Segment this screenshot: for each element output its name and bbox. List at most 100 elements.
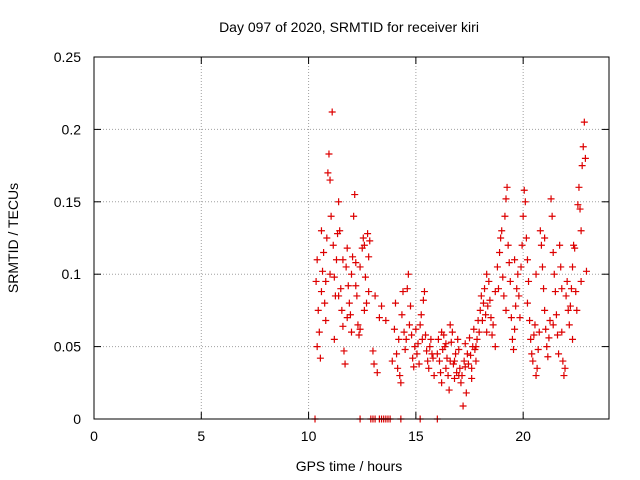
data-point (512, 302, 520, 310)
data-point (525, 277, 533, 285)
data-point (339, 322, 347, 330)
data-point (580, 118, 588, 126)
data-point (402, 335, 410, 343)
data-point (336, 227, 344, 235)
data-point (534, 345, 542, 353)
data-point (343, 244, 351, 252)
data-point (395, 335, 403, 343)
chart-title: Day 097 of 2020, SRMTID for receiver kir… (219, 19, 479, 35)
data-point (561, 364, 569, 372)
data-point (425, 364, 433, 372)
data-point (484, 302, 492, 310)
data-point (369, 347, 377, 355)
data-point (532, 270, 540, 278)
data-point (549, 248, 557, 256)
data-point (388, 357, 396, 365)
data-point (463, 350, 471, 358)
x-tick-label: 5 (197, 428, 205, 444)
data-point (523, 299, 531, 307)
data-point (399, 288, 407, 296)
data-point (501, 212, 509, 220)
data-point (522, 234, 530, 242)
data-point (472, 343, 480, 351)
data-point (532, 372, 540, 380)
y-tick-label: 0.2 (62, 121, 82, 137)
data-point (339, 256, 347, 264)
data-point (572, 288, 580, 296)
data-point (404, 270, 412, 278)
data-point (498, 227, 506, 235)
data-point (400, 328, 408, 336)
data-point (378, 302, 386, 310)
data-point (409, 354, 417, 362)
data-point (352, 282, 360, 290)
data-point (528, 350, 536, 358)
data-point (493, 263, 501, 271)
data-point (338, 306, 346, 314)
data-point (430, 372, 438, 380)
data-point (442, 340, 450, 348)
data-point (510, 345, 518, 353)
data-point (405, 321, 413, 329)
data-point (414, 340, 422, 348)
data-point (359, 234, 367, 242)
data-point (486, 296, 494, 304)
data-point (419, 296, 427, 304)
data-point (529, 357, 537, 365)
data-point (483, 270, 491, 278)
x-tick-label: 10 (301, 428, 317, 444)
data-point (454, 335, 462, 343)
data-point (571, 244, 579, 252)
data-point (448, 328, 456, 336)
data-point (497, 234, 505, 242)
data-point (343, 314, 351, 322)
data-point (417, 311, 425, 319)
data-point (462, 389, 470, 397)
data-point (511, 256, 519, 264)
data-point (348, 270, 355, 278)
data-point (313, 343, 321, 351)
data-point (344, 282, 352, 290)
data-point (536, 227, 544, 235)
data-point (478, 317, 486, 325)
data-point (352, 259, 360, 267)
data-point (442, 364, 450, 372)
data-point (559, 357, 567, 365)
data-point (361, 273, 369, 281)
data-point (496, 248, 504, 256)
y-tick-label: 0.25 (54, 49, 81, 65)
data-point (468, 364, 476, 372)
data-point (415, 360, 423, 368)
data-point (481, 285, 489, 293)
data-point (542, 325, 550, 333)
axis-ticks: 0 5 10 15 20 0 0.05 0.1 0.15 0.2 0.25 (54, 49, 609, 444)
data-point (577, 277, 585, 285)
data-point (356, 263, 364, 271)
data-point (363, 299, 371, 307)
data-point (511, 325, 519, 333)
data-point (382, 317, 390, 325)
data-point (371, 292, 379, 300)
x-axis-label: GPS time / hours (296, 458, 403, 474)
data-point (321, 299, 329, 307)
data-point (427, 335, 435, 343)
data-point (320, 248, 328, 256)
data-point (461, 340, 469, 348)
data-point (373, 369, 381, 377)
data-point (438, 328, 446, 336)
data-point (544, 353, 552, 361)
data-point (466, 334, 474, 342)
data-point (341, 360, 349, 368)
data-point (461, 363, 469, 371)
data-point (408, 331, 416, 339)
data-point (413, 350, 421, 358)
data-point (499, 273, 507, 281)
data-point (438, 379, 446, 387)
data-point (573, 306, 581, 314)
data-point (565, 321, 573, 329)
data-point (420, 288, 428, 296)
data-point (345, 299, 353, 307)
data-point (401, 345, 409, 353)
data-point (398, 311, 406, 319)
